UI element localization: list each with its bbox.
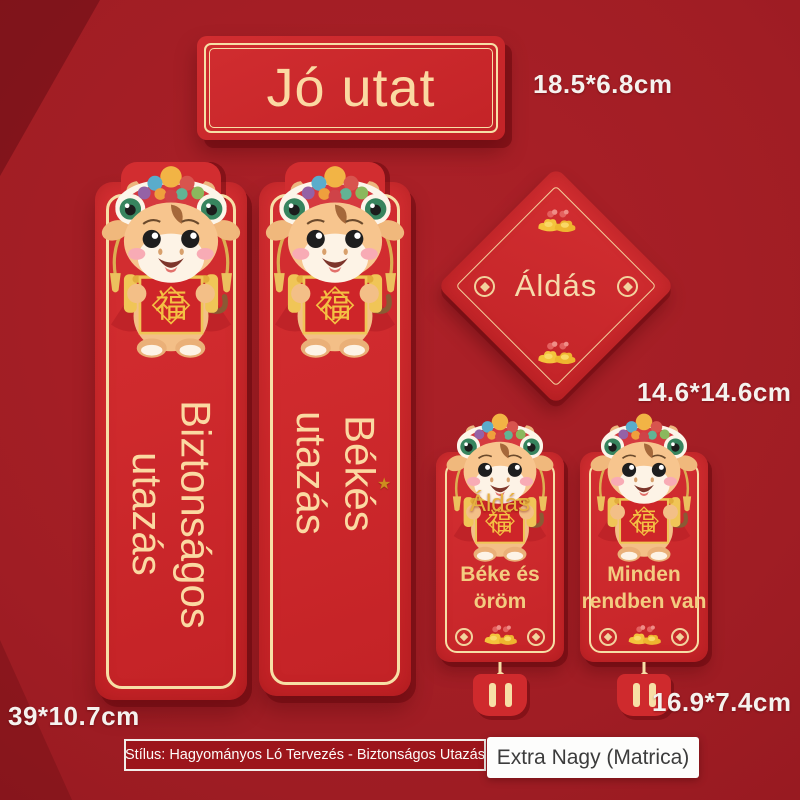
- tall-banner-safe-travel: Biztonságos utazás: [95, 162, 247, 700]
- diamond-sign: Áldás: [437, 167, 675, 405]
- decoration-row: [580, 624, 708, 650]
- star-ornament: ★: [377, 476, 392, 493]
- size-label-small-banners: 16.9*7.4cm: [652, 687, 792, 717]
- coin-icon: [455, 628, 473, 646]
- tab-bar: [648, 683, 656, 707]
- banner-text-line: Biztonságos: [172, 399, 220, 629]
- tab-bar: [488, 683, 496, 707]
- tall-banner-peaceful-travel: Békés utazás ★: [259, 162, 411, 696]
- plaque-border: [204, 43, 498, 133]
- diamond-content: Áldás: [472, 202, 640, 370]
- variant-option-label: Extra Nagy (Matrica): [487, 737, 699, 778]
- banner-text-line: Minden: [607, 563, 681, 586]
- size-label-diamond: 14.6*14.6cm: [637, 377, 792, 407]
- gold-ingots-icon: [625, 624, 663, 650]
- small-banner-peace-joy: Áldás Béke és öröm: [436, 452, 564, 716]
- tab-bar: [632, 683, 640, 707]
- header-plaque: Jó utat: [197, 36, 505, 140]
- ox-mascot-illustration: [586, 412, 702, 565]
- hanging-tab: [617, 674, 671, 716]
- size-label-tall-banners: 39*10.7cm: [8, 701, 140, 731]
- scroll-overlay-text: Áldás: [469, 490, 531, 517]
- hanging-stem: [498, 662, 502, 676]
- coin-icon: [599, 628, 617, 646]
- banner-text-line: Békés: [336, 414, 384, 532]
- plaque-text: Jó utat: [266, 58, 436, 118]
- banner-text-line: öröm: [473, 589, 527, 613]
- banner-text-line: Béke és: [460, 563, 540, 586]
- coin-icon: [671, 628, 689, 646]
- coin-icon: [527, 628, 545, 646]
- hanging-stem: [642, 662, 646, 676]
- hanging-tab: [473, 674, 527, 716]
- banner-vertical-text: Biztonságos utazás: [122, 398, 220, 630]
- style-option-label: Stílus: Hagyományos Ló Tervezés - Bizton…: [124, 739, 486, 771]
- size-label-plaque: 18.5*6.8cm: [533, 69, 673, 99]
- small-banner-all-is-well: Minden rendben van: [580, 452, 708, 716]
- diamond-text: Áldás: [514, 268, 598, 303]
- banner-text-line: utazás: [124, 452, 171, 576]
- gold-ingots-icon: [481, 624, 519, 650]
- banner-text-line: utazás: [288, 411, 335, 535]
- tab-bar: [504, 683, 512, 707]
- small-banner-text: Béke és öröm: [436, 562, 564, 616]
- banner-vertical-text: Békés utazás: [286, 406, 384, 540]
- ox-mascot-illustration: [442, 412, 558, 565]
- decoration-row: [436, 624, 564, 650]
- ox-mascot-illustration: [260, 164, 410, 362]
- banner-text-line: rendben van: [581, 589, 707, 613]
- ox-mascot-illustration: [96, 164, 246, 362]
- small-banner-text: Minden rendben van: [580, 562, 708, 616]
